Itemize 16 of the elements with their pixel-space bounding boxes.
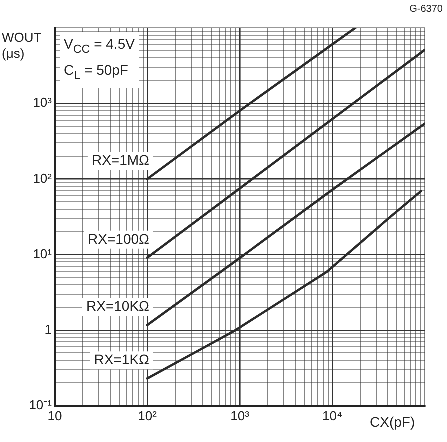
- x-tick-label: 10³: [230, 408, 250, 424]
- y-tick-label: 10²: [33, 170, 53, 186]
- y-tick-label: 10¹: [33, 246, 53, 262]
- series-label: RX=10KΩ: [86, 298, 150, 314]
- x-axis-title: CX(pF): [370, 414, 416, 430]
- y-axis-title: WOUT (μs): [2, 30, 42, 62]
- y-tick-label: 10³: [33, 95, 53, 110]
- x-tick-label: 10⁴: [322, 408, 343, 424]
- series-label: RX=1MΩ: [92, 152, 150, 168]
- x-tick-label: 10²: [138, 408, 158, 424]
- annotation: V$_{CC}$ = 4.5V: [64, 36, 135, 56]
- chart-title: G-6370: [410, 3, 443, 17]
- y-tick-label: 1: [44, 322, 52, 337]
- annotation: C$_{L}$ = 50pF: [64, 62, 128, 82]
- series-label: RX=100Ω: [88, 230, 150, 247]
- series-label: RX=1KΩ: [94, 352, 150, 368]
